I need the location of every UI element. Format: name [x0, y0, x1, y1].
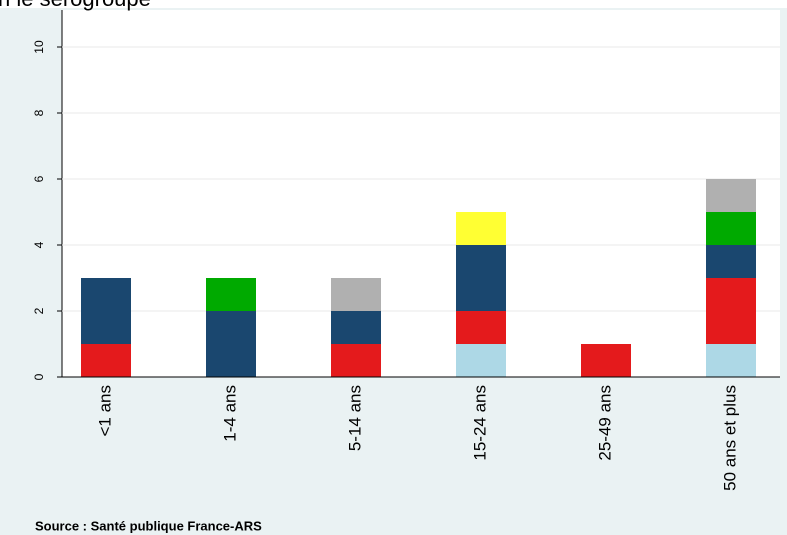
bar-segment: [331, 344, 381, 377]
y-tick-label: 10: [32, 40, 46, 54]
y-tick-label: 6: [32, 175, 46, 182]
bar-segment: [81, 344, 131, 377]
bar-segment: [706, 278, 756, 344]
title-band: [0, 0, 787, 8]
bar-segment: [331, 278, 381, 311]
bar-segment: [206, 278, 256, 311]
source: Source : Santé publique France-ARS: [35, 518, 262, 533]
bar-segment: [456, 344, 506, 377]
bar-segment: [456, 311, 506, 344]
x-tick-label: <1 ans: [95, 385, 114, 437]
bar-segment: [706, 245, 756, 278]
bar-segment: [81, 278, 131, 344]
bar-segment: [706, 179, 756, 212]
bar-segment: [331, 311, 381, 344]
bar-segment: [706, 212, 756, 245]
bar-segment: [581, 344, 631, 377]
bar-segment: [206, 311, 256, 377]
bar-segment: [706, 344, 756, 377]
x-tick-label: 5-14 ans: [345, 385, 364, 451]
y-tick-label: 4: [32, 241, 46, 248]
plot-area: [62, 10, 780, 377]
y-tick-label: 2: [32, 307, 46, 314]
x-tick-label: 25-49 ans: [595, 385, 614, 461]
chart-title: n le sérogroupe: [0, 0, 151, 11]
y-tick-label: 8: [32, 109, 46, 116]
bar-segment: [456, 212, 506, 245]
y-tick-label: 0: [32, 373, 46, 380]
bar-segment: [456, 245, 506, 311]
x-tick-label: 1-4 ans: [220, 385, 239, 442]
x-tick-label: 15-24 ans: [470, 385, 489, 461]
x-tick-label: 50 ans et plus: [720, 385, 739, 491]
